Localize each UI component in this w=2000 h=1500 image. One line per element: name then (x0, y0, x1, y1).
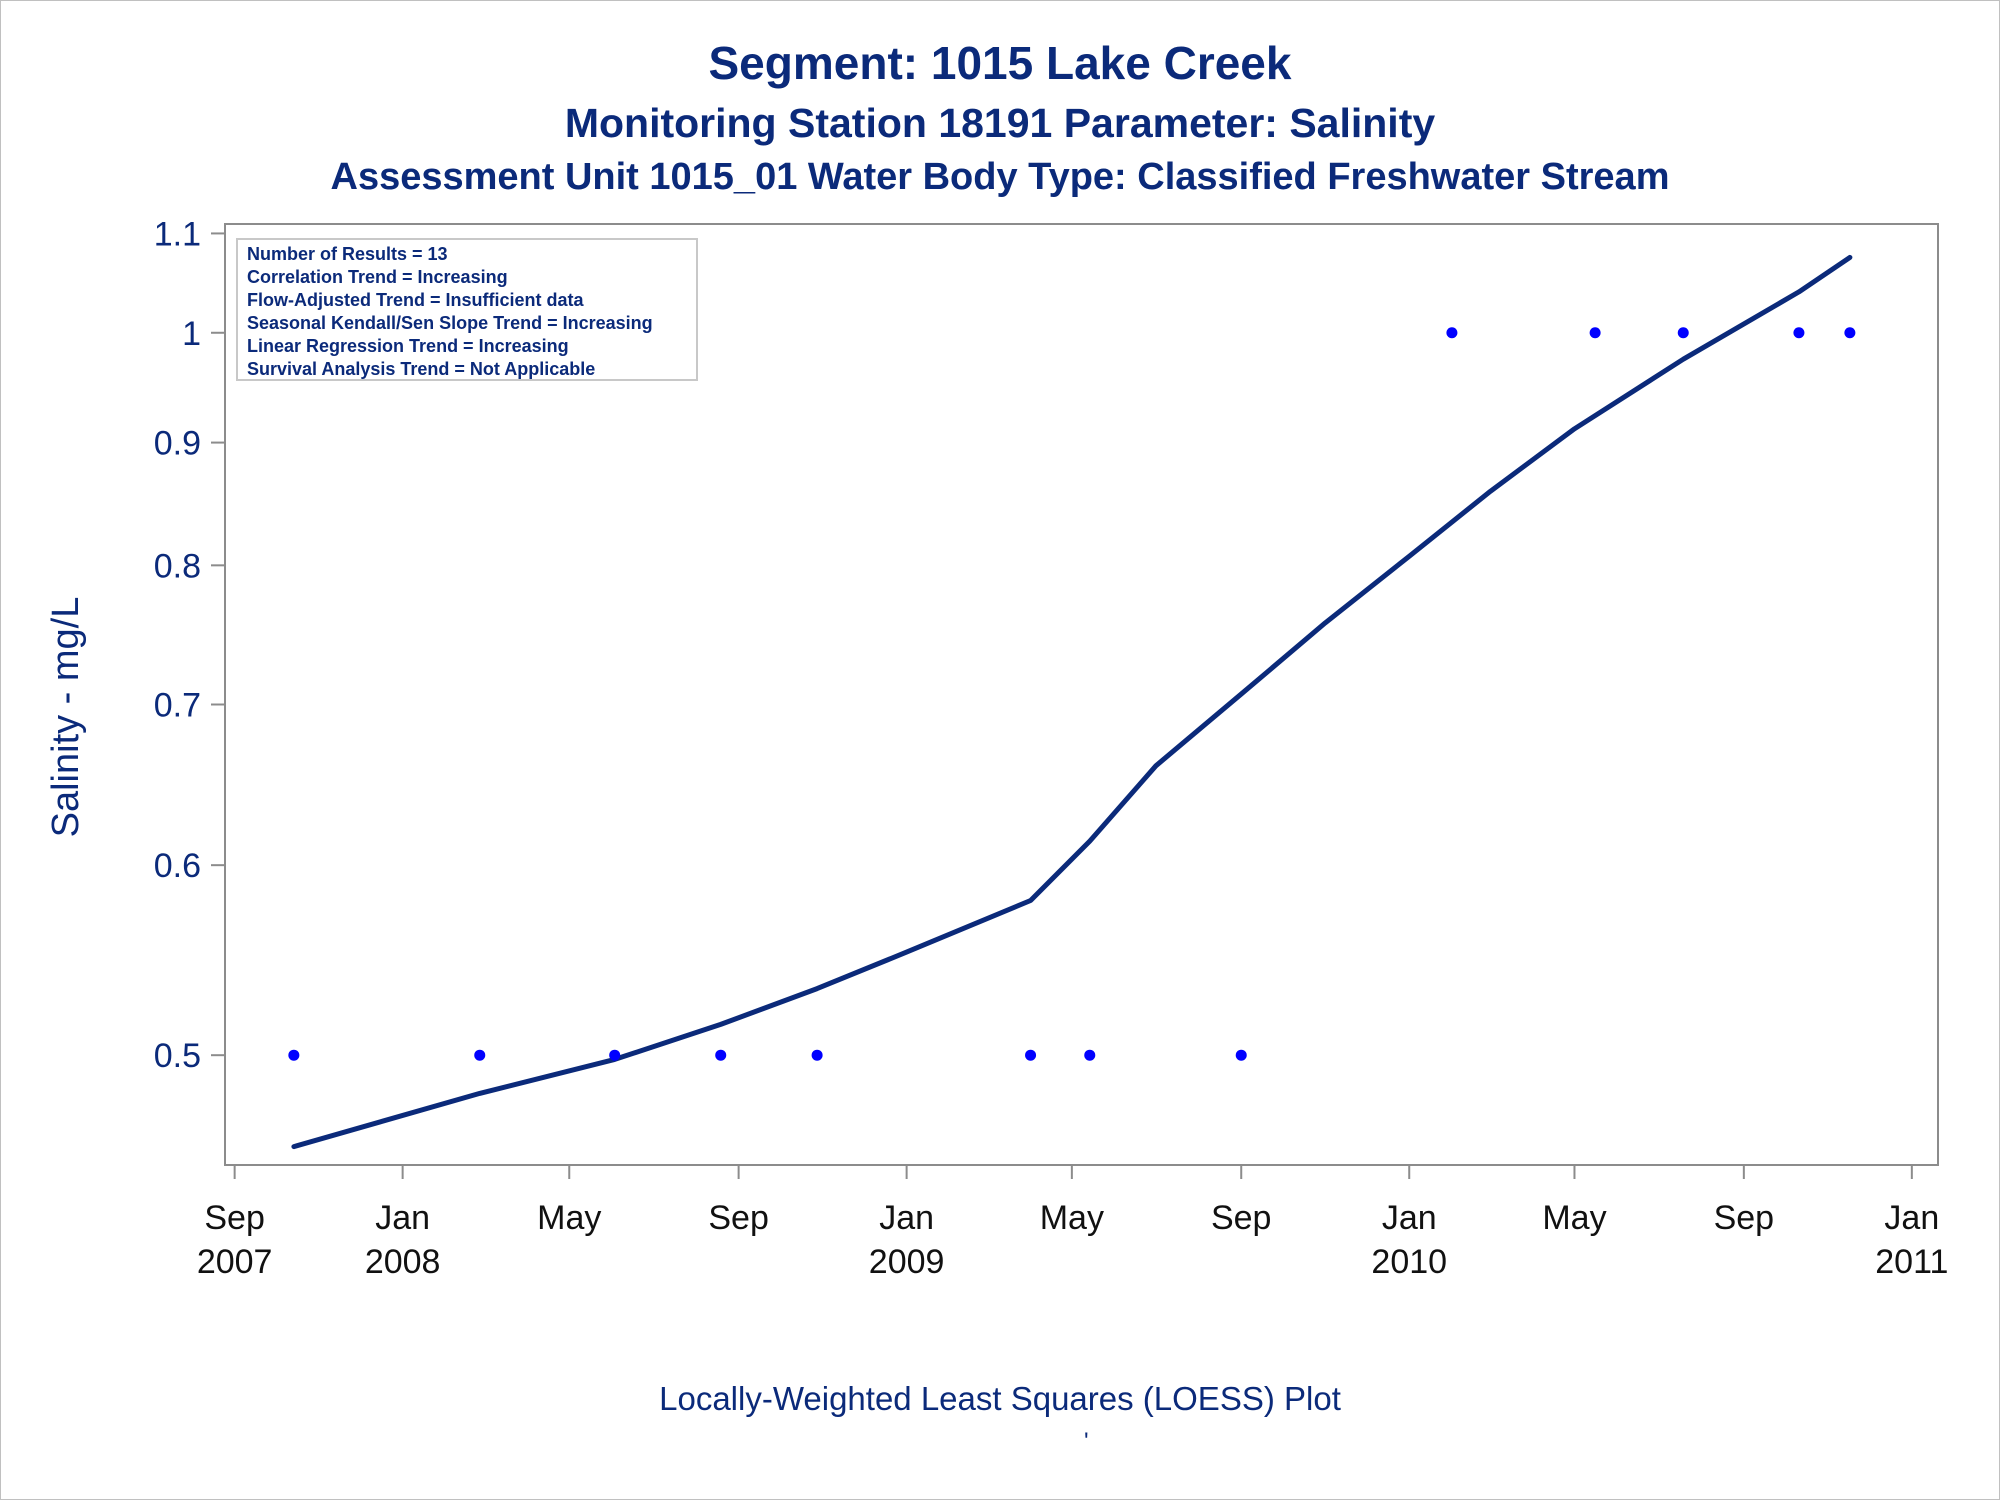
chart-subtitle-2: Assessment Unit 1015_01 Water Body Type:… (330, 156, 1670, 198)
data-point (811, 1049, 823, 1061)
loess-series (291, 254, 1853, 1150)
observation-series (288, 327, 1856, 1061)
x-tick-year-label: 2011 (1875, 1243, 1948, 1281)
x-tick-label: Jan (1884, 1199, 1939, 1237)
stats-line: Survival Analysis Trend = Not Applicable (247, 359, 595, 379)
y-tick-label: 1.1 (154, 215, 201, 253)
data-point (1844, 327, 1856, 339)
y-tick-label: 0.7 (154, 687, 201, 725)
stats-line: Flow-Adjusted Trend = Insufficient data (247, 290, 585, 310)
data-point (715, 1049, 727, 1061)
stats-line: Correlation Trend = Increasing (247, 267, 508, 287)
x-tick-label: Jan (375, 1199, 430, 1237)
y-axis-label: Salinity - mg/L (45, 597, 87, 838)
stats-box-border (236, 238, 698, 381)
x-tick-label: Sep (204, 1199, 265, 1237)
x-tick-label: Sep (1714, 1199, 1775, 1237)
chart-subtitle: Monitoring Station 18191 Parameter: Sali… (564, 100, 1436, 146)
x-tick-label: May (537, 1199, 601, 1237)
x-tick-label: Sep (1211, 1199, 1272, 1237)
data-point (1446, 327, 1458, 339)
chart-title: Segment: 1015 Lake Creek (708, 37, 1292, 89)
stats-line: Seasonal Kendall/Sen Slope Trend = Incre… (247, 313, 653, 333)
plot-frame (224, 223, 1939, 1166)
data-point (1084, 1049, 1096, 1061)
stats-box: Number of Results = 13 Correlation Trend … (236, 238, 698, 381)
x-tick-label: Jan (879, 1199, 934, 1237)
loess-line (291, 254, 1853, 1150)
y-tick-label: 0.5 (154, 1037, 201, 1075)
y-tick-label: 0.8 (154, 547, 201, 585)
stats-line: Linear Regression Trend = Increasing (247, 336, 569, 356)
x-tick-year-label: 2007 (197, 1243, 273, 1281)
x-tick-year-label: 2008 (365, 1243, 441, 1281)
x-tick-label: Jan (1382, 1199, 1437, 1237)
y-axis: 0.5 0.6 0.7 0.8 0.9 1 1.1 (154, 215, 225, 1075)
data-point (474, 1049, 486, 1061)
x-tick-year-label: 2010 (1371, 1243, 1447, 1281)
x-tick-label: May (1040, 1199, 1104, 1237)
data-point (1677, 327, 1689, 339)
footnote: Locally-Weighted Least Squares (LOESS) P… (659, 1380, 1341, 1417)
y-tick-label: 0.6 (154, 847, 201, 885)
data-point (1025, 1049, 1037, 1061)
data-point (1793, 327, 1805, 339)
x-tick-label: Sep (708, 1199, 769, 1237)
y-tick-label: 1 (182, 315, 201, 353)
data-point (1589, 327, 1601, 339)
x-tick-year-label: 2009 (869, 1243, 945, 1281)
footnote-mark: ' (1084, 1428, 1089, 1455)
stats-line: Number of Results = 13 (247, 244, 448, 264)
data-point (288, 1049, 300, 1061)
data-point (609, 1049, 621, 1061)
x-tick-label: May (1542, 1199, 1606, 1237)
y-tick-label: 0.9 (154, 425, 201, 463)
x-axis: Sep 2007 Jan 2008 May Sep Jan 2009 May Sep Jan 2010… (197, 1165, 1948, 1281)
data-point (1235, 1049, 1247, 1061)
